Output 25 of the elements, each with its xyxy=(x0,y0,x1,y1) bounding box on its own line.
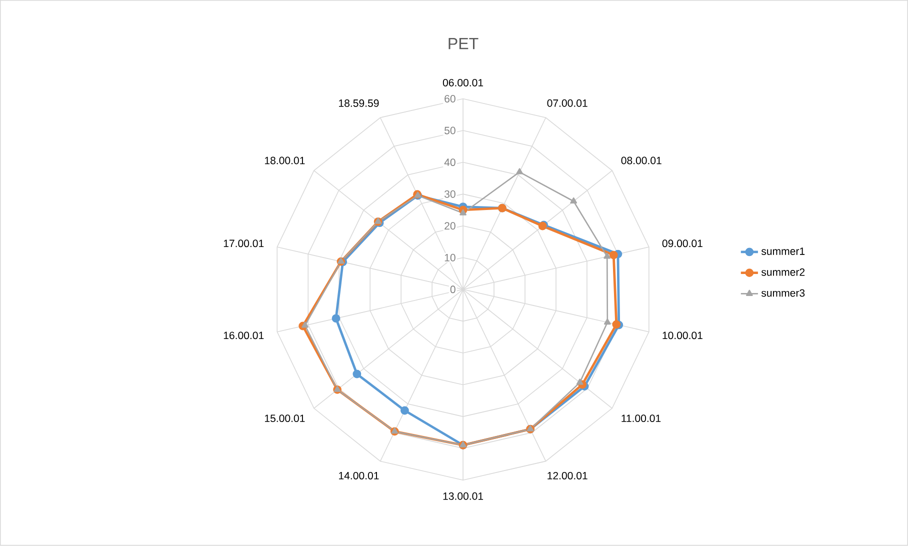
spoke-label: 12.00.01 xyxy=(548,472,588,480)
spoke-label: 09.00.01 xyxy=(662,240,702,248)
spoke-label: 08.00.01 xyxy=(621,156,662,164)
legend-label: summer2 xyxy=(761,268,805,276)
spoke-label: 17.00.01 xyxy=(224,240,264,248)
spoke-label: 11.00.01 xyxy=(622,414,661,422)
spoke-label: 06.00.01 xyxy=(442,79,484,87)
spoke-label: 10.00.01 xyxy=(662,332,702,340)
y-tick-label: 10 xyxy=(444,254,456,262)
legend-label: summer3 xyxy=(761,289,805,297)
y-tick-label: 30 xyxy=(444,190,456,198)
legend-label: summer1 xyxy=(761,248,805,256)
y-tick-label: 40 xyxy=(444,158,456,166)
spoke-label: 18.00.01 xyxy=(264,156,305,164)
y-tick-label: 50 xyxy=(444,126,456,134)
spoke-label: 14.00.01 xyxy=(339,472,379,480)
spoke-label: 15.00.01 xyxy=(264,414,305,422)
y-tick-label: 60 xyxy=(444,95,456,103)
spoke-label: 13.00.01 xyxy=(443,492,484,500)
spoke-label: 16.00.01 xyxy=(224,332,264,340)
chart-title: PET xyxy=(448,38,478,50)
y-tick-label: 0 xyxy=(450,286,456,294)
y-tick-label: 20 xyxy=(444,222,456,230)
spoke-label: 18.59.59 xyxy=(339,100,379,108)
spoke-label: 07.00.01 xyxy=(547,100,588,108)
